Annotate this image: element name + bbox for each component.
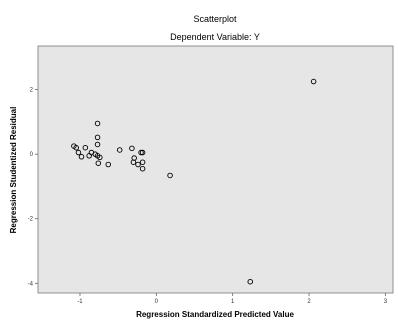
data-point (94, 134, 101, 141)
data-point (94, 141, 101, 148)
x-tick-label: -1 (77, 299, 83, 305)
data-point (129, 145, 135, 152)
data-point (167, 172, 173, 179)
data-point (95, 160, 102, 166)
data-point (73, 144, 79, 151)
y-tick-label: 2 (30, 88, 34, 94)
data-point (78, 153, 85, 160)
data-point (139, 149, 146, 156)
x-tick-label: 0 (155, 299, 159, 305)
y-axis-label: Regression Studentized Residual (9, 107, 18, 234)
x-tick-label: 1 (231, 299, 235, 305)
data-point (131, 155, 137, 161)
data-point (138, 149, 144, 156)
data-point (82, 144, 89, 151)
data-point (247, 278, 253, 285)
chart-subtitle: Dependent Variable: Y (170, 32, 260, 42)
data-points (71, 78, 317, 285)
data-point (75, 149, 82, 156)
x-tick-label: 3 (384, 299, 388, 305)
data-point (139, 159, 146, 165)
y-tick-label: -2 (28, 217, 34, 223)
y-tick-label: -4 (28, 281, 34, 287)
data-point (135, 161, 141, 168)
x-axis-ticks: -1 0 1 2 3 (77, 293, 388, 305)
data-point (139, 165, 146, 172)
y-tick-label: 0 (30, 152, 34, 158)
data-point (105, 161, 111, 168)
y-axis-ticks: -4 -2 0 2 (28, 88, 38, 287)
chart-title: Scatterplot (193, 14, 237, 24)
x-axis-label: Regression Standardized Predicted Value (136, 310, 294, 319)
data-point (94, 120, 101, 127)
x-tick-label: 2 (307, 299, 311, 305)
data-point (97, 154, 103, 161)
data-point (310, 78, 317, 85)
data-point (116, 147, 123, 153)
plot-area (37, 45, 394, 294)
